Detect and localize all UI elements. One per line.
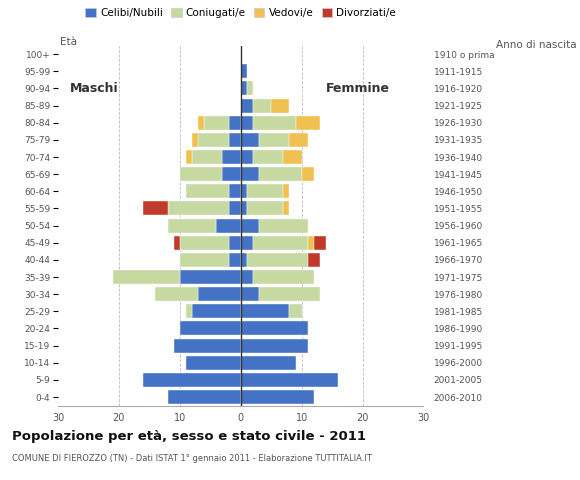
Bar <box>198 133 229 147</box>
Text: Anno di nascita: Anno di nascita <box>496 40 577 50</box>
Bar <box>241 150 253 164</box>
Text: COMUNE DI FIEROZZO (TN) - Dati ISTAT 1° gennaio 2011 - Elaborazione TUTTITALIA.I: COMUNE DI FIEROZZO (TN) - Dati ISTAT 1° … <box>12 454 371 463</box>
Bar <box>155 287 198 301</box>
Bar <box>173 338 241 353</box>
Bar <box>241 270 253 284</box>
Bar <box>247 202 283 216</box>
Bar <box>168 202 229 216</box>
Bar <box>186 150 192 164</box>
Bar <box>229 116 241 130</box>
Bar <box>241 98 253 113</box>
Bar <box>259 287 320 301</box>
Bar <box>241 304 289 318</box>
Bar <box>198 116 204 130</box>
Bar <box>186 304 192 318</box>
Bar <box>198 287 241 301</box>
Bar <box>253 270 314 284</box>
Bar <box>113 270 180 284</box>
Bar <box>241 322 307 336</box>
Bar <box>253 116 295 130</box>
Bar <box>168 390 241 404</box>
Bar <box>241 116 253 130</box>
Bar <box>302 167 314 181</box>
Bar <box>180 253 229 267</box>
Bar <box>289 304 302 318</box>
Bar <box>229 184 241 198</box>
Bar <box>229 253 241 267</box>
Legend: Celibi/Nubili, Coniugati/e, Vedovi/e, Divorziati/e: Celibi/Nubili, Coniugati/e, Vedovi/e, Di… <box>81 4 400 23</box>
Bar <box>307 236 314 250</box>
Bar <box>241 287 259 301</box>
Bar <box>186 184 229 198</box>
Text: Età: Età <box>60 37 77 48</box>
Bar <box>186 356 241 370</box>
Bar <box>241 167 259 181</box>
Text: Femmine: Femmine <box>326 82 390 95</box>
Bar <box>222 150 241 164</box>
Bar <box>180 167 222 181</box>
Bar <box>192 304 241 318</box>
Bar <box>253 150 283 164</box>
Text: Popolazione per età, sesso e stato civile - 2011: Popolazione per età, sesso e stato civil… <box>12 430 365 443</box>
Bar <box>247 82 253 96</box>
Bar <box>229 236 241 250</box>
Bar <box>241 373 338 387</box>
Bar <box>295 116 320 130</box>
Bar <box>253 236 307 250</box>
Bar <box>241 133 259 147</box>
Bar <box>241 202 247 216</box>
Bar <box>241 253 247 267</box>
Bar <box>247 184 283 198</box>
Bar <box>143 373 241 387</box>
Bar <box>229 133 241 147</box>
Bar <box>180 236 229 250</box>
Bar <box>259 133 289 147</box>
Bar <box>241 338 307 353</box>
Bar <box>283 202 289 216</box>
Bar <box>283 150 302 164</box>
Bar <box>143 202 168 216</box>
Bar <box>283 184 289 198</box>
Bar <box>168 218 216 233</box>
Bar <box>259 218 307 233</box>
Bar <box>307 253 320 267</box>
Bar <box>314 236 326 250</box>
Bar <box>289 133 307 147</box>
Bar <box>192 150 222 164</box>
Bar <box>241 82 247 96</box>
Bar <box>271 98 289 113</box>
Bar <box>241 390 314 404</box>
Bar <box>180 270 241 284</box>
Bar <box>180 322 241 336</box>
Bar <box>259 167 302 181</box>
Bar <box>192 133 198 147</box>
Bar <box>216 218 241 233</box>
Bar <box>173 236 180 250</box>
Bar <box>204 116 229 130</box>
Bar <box>241 236 253 250</box>
Bar <box>253 98 271 113</box>
Bar <box>241 218 259 233</box>
Bar <box>222 167 241 181</box>
Bar <box>241 356 295 370</box>
Bar <box>241 184 247 198</box>
Bar <box>229 202 241 216</box>
Bar <box>241 64 247 78</box>
Text: Maschi: Maschi <box>70 82 119 95</box>
Bar <box>247 253 307 267</box>
